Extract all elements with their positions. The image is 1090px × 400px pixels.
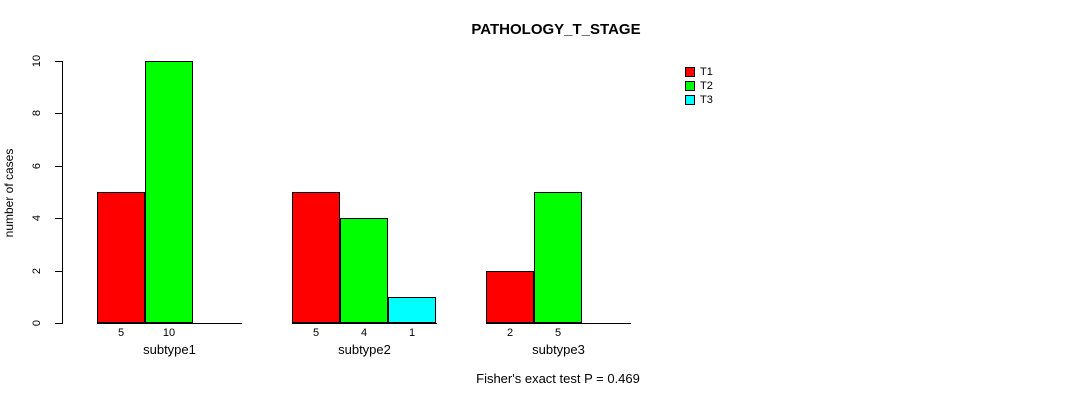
legend-label: T2 [700, 79, 713, 92]
bar-t1-subtype3 [486, 271, 534, 323]
x-category-label: subtype1 [143, 342, 196, 357]
y-axis-tick [55, 271, 62, 272]
legend-item-t3: T3 [685, 93, 713, 106]
y-axis-line [62, 61, 63, 324]
y-axis-tick [55, 113, 62, 114]
legend-swatch-t1 [685, 66, 695, 77]
bar-value-label: 4 [360, 327, 368, 339]
y-tick-label: 2 [31, 267, 43, 275]
bar-t1-subtype2 [292, 192, 340, 323]
x-axis-baseline [486, 323, 631, 324]
y-axis-tick [55, 323, 62, 324]
bar-value-label: 2 [506, 327, 514, 339]
bar-value-label: 5 [312, 327, 320, 339]
y-tick-label: 4 [31, 214, 43, 222]
legend-label: T3 [700, 93, 713, 106]
bar-t2-subtype3 [534, 192, 582, 323]
x-category-label: subtype2 [338, 342, 391, 357]
bar-value-label: 5 [117, 327, 125, 339]
y-axis-tick [55, 218, 62, 219]
bar-t2-subtype1 [145, 61, 193, 323]
legend-label: T1 [700, 65, 713, 78]
legend-swatch-t3 [685, 94, 695, 105]
y-axis-tick [55, 166, 62, 167]
y-tick-label: 6 [31, 162, 43, 170]
legend-item-t2: T2 [685, 79, 713, 92]
annotation-text: Fisher's exact test P = 0.469 [476, 371, 640, 386]
bar-value-label: 5 [554, 327, 562, 339]
bar-t2-subtype2 [340, 218, 388, 323]
y-axis-tick [55, 61, 62, 62]
legend-swatch-t2 [685, 80, 695, 91]
bar-value-label: 10 [162, 327, 176, 339]
bar-value-label: 1 [408, 327, 416, 339]
y-tick-label: 10 [31, 54, 43, 68]
chart-title: PATHOLOGY_T_STAGE [471, 21, 641, 38]
x-axis-baseline [292, 323, 437, 324]
legend: T1 T2 T3 [685, 65, 713, 107]
y-tick-label: 0 [31, 319, 43, 327]
x-category-label: subtype3 [532, 342, 585, 357]
bar-t3-subtype2 [388, 297, 436, 323]
legend-item-t1: T1 [685, 65, 713, 78]
y-tick-label: 8 [31, 109, 43, 117]
x-axis-baseline [97, 323, 242, 324]
bar-t1-subtype1 [97, 192, 145, 323]
